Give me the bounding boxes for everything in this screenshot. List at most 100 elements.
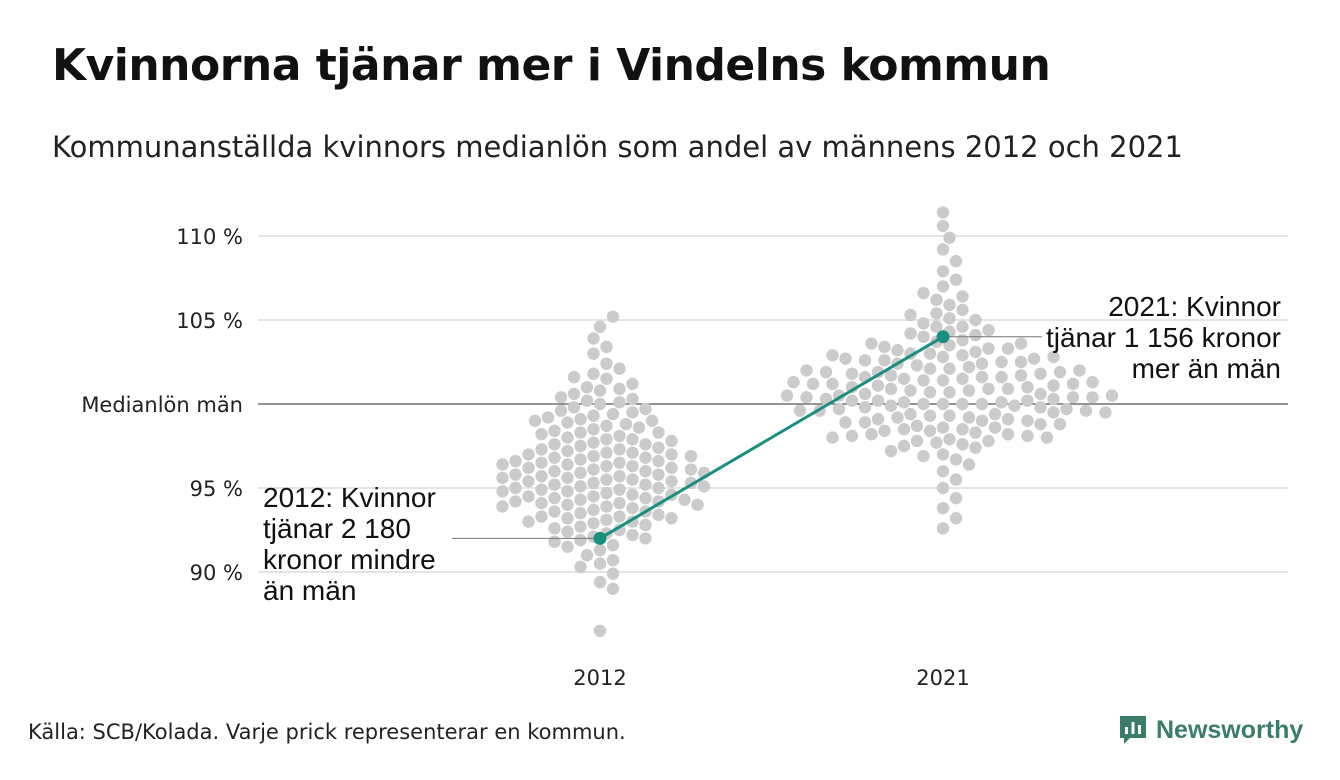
municipality-dot-2021 — [865, 337, 878, 350]
municipality-dot-2021 — [897, 439, 911, 453]
x-axis: 2012 2021 — [573, 666, 969, 690]
municipality-dot-2021 — [1053, 417, 1067, 431]
municipality-dot-2021 — [930, 307, 943, 320]
municipality-dot-2012 — [561, 416, 574, 429]
municipality-dot-2012 — [600, 513, 613, 527]
municipality-dot-2012 — [554, 404, 568, 417]
highlight-point-2021 — [936, 330, 950, 344]
municipality-dot-2012 — [567, 401, 581, 414]
municipality-dot-2021 — [936, 481, 950, 495]
municipality-dot-2021 — [878, 340, 891, 354]
municipality-dot-2012 — [509, 454, 522, 468]
municipality-dot-2012 — [561, 540, 574, 553]
municipality-dot-2021 — [936, 421, 950, 434]
municipality-dot-2021 — [969, 426, 982, 439]
municipality-dot-2021 — [930, 293, 943, 307]
municipality-dot-2021 — [949, 453, 963, 466]
municipality-dot-2012 — [593, 575, 607, 589]
municipality-dot-2021 — [936, 374, 950, 387]
municipality-dot-2012 — [593, 624, 607, 637]
municipality-dot-2012 — [606, 407, 620, 421]
municipality-dot-2021 — [1086, 375, 1099, 389]
municipality-dot-2021 — [962, 360, 976, 374]
municipality-dot-2012 — [639, 478, 652, 491]
municipality-dot-2021 — [1021, 429, 1034, 443]
municipality-dot-2012 — [561, 485, 574, 498]
municipality-dot-2012 — [613, 470, 626, 483]
municipality-dot-2012 — [541, 411, 555, 424]
municipality-dot-2012 — [496, 458, 509, 471]
municipality-dot-2012 — [548, 478, 561, 491]
municipality-dot-2021 — [936, 280, 950, 293]
municipality-dot-2012 — [600, 473, 613, 486]
municipality-dot-2021 — [780, 389, 794, 402]
municipality-dot-2012 — [626, 433, 639, 446]
municipality-dot-2012 — [645, 414, 659, 427]
municipality-dot-2021 — [995, 370, 1008, 384]
municipality-dot-2021 — [1014, 355, 1028, 369]
municipality-dot-2012 — [613, 362, 626, 375]
municipality-dot-2021 — [969, 345, 982, 359]
municipality-dot-2021 — [845, 394, 859, 407]
vindeln-highlight: 2012: Kvinnor tjänar 2 180 kronor mindre än… — [263, 291, 1281, 606]
municipality-dot-2012 — [684, 463, 698, 476]
municipality-dot-2012 — [548, 505, 561, 518]
municipality-dot-2012 — [626, 406, 639, 419]
municipality-dot-2012 — [574, 507, 587, 520]
municipality-dot-2012 — [548, 522, 561, 535]
municipality-dot-2021 — [897, 423, 911, 436]
municipality-dot-2021 — [956, 438, 969, 451]
municipality-dot-2012 — [561, 431, 574, 444]
municipality-dot-2021 — [871, 412, 885, 426]
municipality-dot-2012 — [606, 567, 620, 580]
municipality-dot-2021 — [1021, 414, 1034, 427]
municipality-dot-2021 — [930, 320, 943, 333]
municipality-dot-2012 — [587, 423, 600, 436]
municipality-dot-2021 — [943, 312, 956, 325]
municipality-dot-2021 — [949, 473, 963, 486]
municipality-dot-2012 — [548, 424, 561, 438]
municipality-dot-2021 — [917, 449, 930, 463]
y-tick-label: 105 % — [176, 309, 243, 333]
municipality-dot-2012 — [600, 459, 613, 473]
chart-subtitle: Kommunanställda kvinnors medianlön som a… — [52, 130, 1183, 164]
municipality-dot-2021 — [969, 441, 982, 454]
municipality-dot-2021 — [1001, 428, 1015, 441]
municipality-dot-2021 — [1034, 401, 1047, 414]
municipality-dot-2012 — [600, 446, 613, 459]
municipality-dot-2012 — [535, 496, 548, 510]
municipality-dot-2012 — [509, 468, 522, 481]
municipality-dot-2021 — [1001, 382, 1015, 396]
municipality-dot-2021 — [1099, 406, 1112, 419]
municipality-dot-2021 — [975, 370, 989, 384]
municipality-dot-2021 — [949, 491, 963, 505]
municipality-dot-2021 — [910, 434, 924, 448]
annotation-2021: 2021: Kvinnor tjänar 1 156 kronor mer än m… — [1046, 291, 1281, 384]
municipality-dot-2012 — [535, 470, 548, 483]
municipality-dot-2021 — [1034, 367, 1047, 380]
municipality-dot-2012 — [528, 414, 542, 427]
municipality-dot-2021 — [936, 465, 950, 478]
municipality-dot-2021 — [826, 349, 839, 362]
municipality-dot-2012 — [535, 428, 548, 441]
municipality-dot-2021 — [956, 372, 969, 385]
municipality-dot-2012 — [561, 525, 574, 538]
municipality-dot-2012 — [665, 475, 678, 488]
municipality-dot-2012 — [613, 523, 626, 537]
annotation-line: kronor mindre — [263, 544, 436, 575]
municipality-dot-2021 — [826, 431, 839, 444]
municipality-dot-2021 — [995, 396, 1008, 409]
municipality-dot-2021 — [793, 404, 807, 417]
municipality-dot-2021 — [1073, 364, 1086, 377]
municipality-dot-2012 — [600, 357, 613, 370]
annotation-line: tjänar 1 156 kronor — [1046, 322, 1281, 353]
municipality-dot-2012 — [613, 396, 626, 409]
municipality-dot-2012 — [613, 510, 626, 523]
municipality-dots — [496, 206, 1119, 637]
municipality-dot-2012 — [593, 543, 607, 557]
municipality-dot-2012 — [522, 490, 535, 503]
municipality-dot-2012 — [535, 510, 548, 523]
municipality-dot-2012 — [496, 471, 509, 485]
municipality-dot-2012 — [652, 508, 665, 522]
municipality-dot-2021 — [962, 458, 976, 471]
